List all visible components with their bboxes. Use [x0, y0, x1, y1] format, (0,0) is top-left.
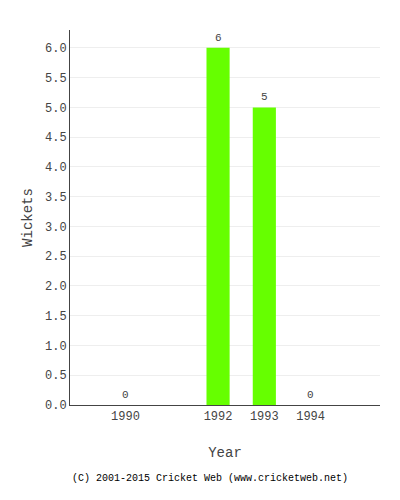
- svg-text:1990: 1990: [111, 410, 140, 424]
- svg-text:(C) 2001-2015 Cricket Web (www: (C) 2001-2015 Cricket Web (www.cricketwe…: [72, 473, 348, 484]
- svg-text:5.0: 5.0: [45, 102, 67, 116]
- svg-text:1992: 1992: [204, 410, 233, 424]
- svg-text:3.5: 3.5: [45, 191, 67, 205]
- svg-text:1994: 1994: [296, 410, 325, 424]
- svg-text:0: 0: [122, 389, 129, 401]
- svg-text:5.5: 5.5: [45, 72, 67, 86]
- svg-text:1.0: 1.0: [45, 340, 67, 354]
- svg-text:0.0: 0.0: [45, 399, 67, 413]
- svg-text:1993: 1993: [250, 410, 279, 424]
- svg-text:5: 5: [261, 91, 268, 103]
- svg-text:Wickets: Wickets: [20, 188, 36, 247]
- svg-text:0: 0: [307, 389, 314, 401]
- svg-text:0.5: 0.5: [45, 369, 67, 383]
- svg-text:2.5: 2.5: [45, 250, 67, 264]
- svg-text:2.0: 2.0: [45, 280, 67, 294]
- svg-text:6.0: 6.0: [45, 42, 67, 56]
- svg-text:4.5: 4.5: [45, 131, 67, 145]
- svg-text:1.5: 1.5: [45, 310, 67, 324]
- svg-text:6: 6: [215, 32, 222, 44]
- svg-text:Year: Year: [208, 445, 242, 461]
- svg-text:4.0: 4.0: [45, 161, 67, 175]
- svg-text:3.0: 3.0: [45, 221, 67, 235]
